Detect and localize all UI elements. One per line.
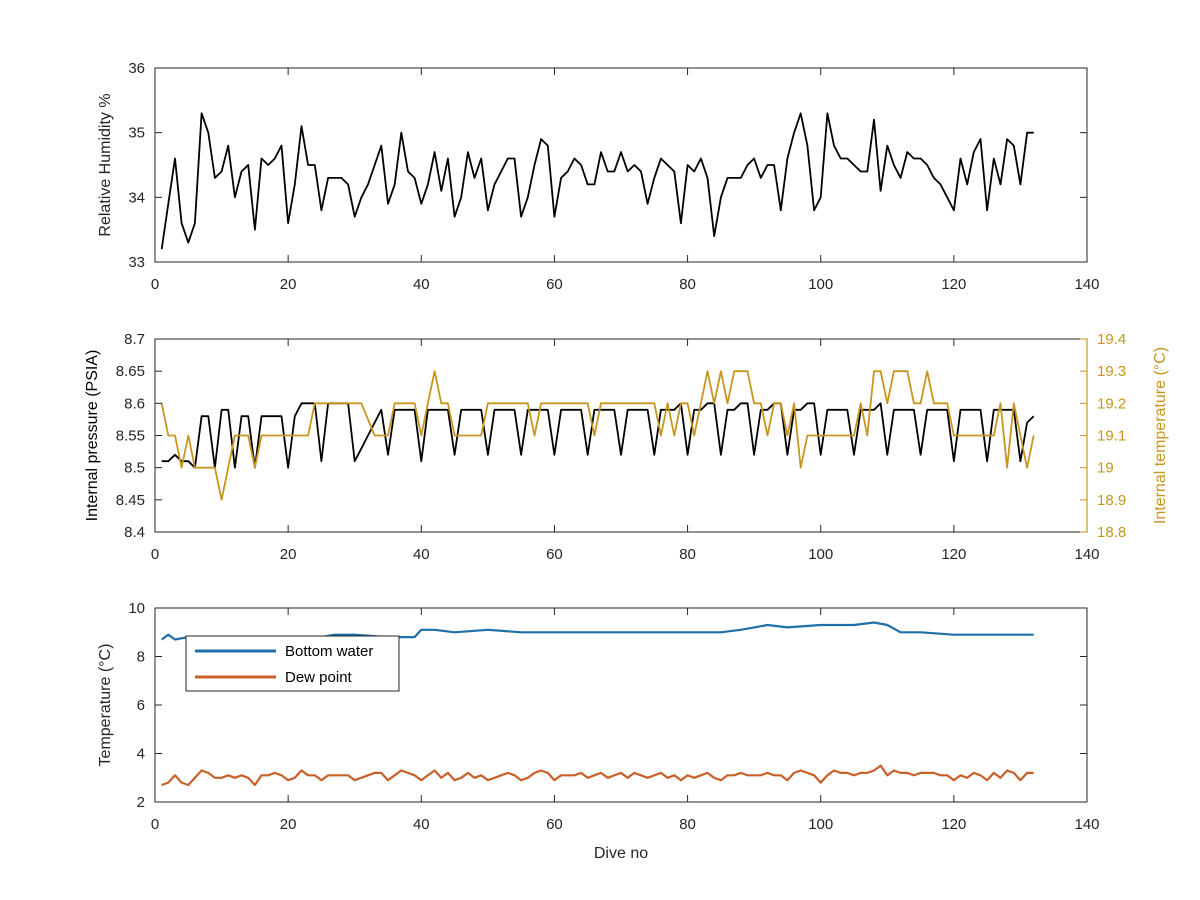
y-tick-label: 8.55 — [116, 428, 145, 445]
x-tick-label: 120 — [941, 816, 966, 833]
x-tick-label: 0 — [151, 816, 159, 833]
chart-panel-2: 0 20 40 60 80 100 120 140 8.4 8.45 8.5 8.55 8.6 8.65 8… — [84, 331, 1169, 563]
y-tick-label: 2 — [137, 794, 145, 811]
legend-box — [185, 635, 400, 692]
x-tick-label: 0 — [151, 546, 159, 563]
axes-frame — [154, 67, 1088, 263]
y-tick-label: 35 — [128, 125, 145, 142]
y-tick-label: 8.65 — [116, 363, 145, 380]
x-tick-label: 120 — [941, 546, 966, 563]
x-tick-label: 140 — [1074, 546, 1099, 563]
x-tick-label: 100 — [808, 816, 833, 833]
series-line-2-1 — [161, 402, 1035, 469]
x-tick-label: 60 — [546, 816, 563, 833]
chart-panel-1: 0 20 40 60 80 100 120 140 33 34 35 36 Relative Humid… — [97, 60, 1100, 293]
x-tick-label: 20 — [280, 546, 297, 563]
x-tick-label: 140 — [1074, 816, 1099, 833]
x-tick-label: 60 — [546, 546, 563, 563]
y-tick-label: 36 — [128, 60, 145, 77]
y2-tick-label: 19 — [1097, 460, 1114, 477]
y-tick-label: 6 — [137, 697, 145, 714]
x-tick-label: 80 — [679, 816, 696, 833]
x-tick-label: 40 — [413, 276, 430, 293]
x-tick-label: 40 — [413, 546, 430, 563]
legend-label: Bottom water — [285, 643, 373, 660]
y-tick-label: 10 — [128, 600, 145, 617]
y-tick-label: 33 — [128, 254, 145, 271]
y2-tick-label: 18.8 — [1097, 524, 1126, 541]
y-tick-label: 8.4 — [124, 524, 145, 541]
x-tick-label: 80 — [679, 276, 696, 293]
legend: Bottom water Dew point — [185, 635, 400, 692]
y-tick-label: 8.6 — [124, 395, 145, 412]
series-line-dew-point — [161, 764, 1034, 787]
y-tick-label: 8 — [137, 649, 145, 666]
y-axis-label: Relative Humidity % — [97, 93, 114, 236]
x-tick-label: 60 — [546, 276, 563, 293]
y-tick-label: 8.7 — [124, 331, 145, 348]
y2-tick-label: 19.2 — [1097, 395, 1126, 412]
y-tick-label: 8.45 — [116, 492, 145, 509]
y-axis-label: Internal pressure (PSIA) — [84, 350, 101, 522]
x-tick-label: 140 — [1074, 276, 1099, 293]
y-tick-label: 34 — [128, 189, 145, 206]
y2-tick-label: 19.4 — [1097, 331, 1126, 348]
x-tick-label: 0 — [151, 276, 159, 293]
x-tick-label: 20 — [280, 816, 297, 833]
y-axis-label: Temperature (°C) — [97, 644, 114, 767]
y2-tick-label: 18.9 — [1097, 492, 1126, 509]
x-axis-label: Dive no — [594, 845, 648, 862]
x-tick-label: 20 — [280, 276, 297, 293]
y2-axis-label: Internal temperature (°C) — [1152, 347, 1169, 524]
x-tick-label: 120 — [941, 276, 966, 293]
y2-tick-label: 19.3 — [1097, 363, 1126, 380]
y-tick-label: 4 — [137, 746, 145, 763]
x-tick-label: 40 — [413, 816, 430, 833]
chart-panel-3: 0 20 40 60 80 100 120 140 2 4 6 8 10 Temperature (°C)… — [97, 600, 1100, 862]
series-line-1-1 — [160, 112, 1034, 250]
x-tick-label: 100 — [808, 276, 833, 293]
series-line-2-2 — [160, 370, 1035, 501]
x-tick-label: 80 — [679, 546, 696, 563]
y-tick-label: 8.5 — [124, 460, 145, 477]
legend-label: Dew point — [285, 669, 353, 686]
y2-tick-label: 19.1 — [1097, 428, 1126, 445]
x-tick-label: 100 — [808, 546, 833, 563]
